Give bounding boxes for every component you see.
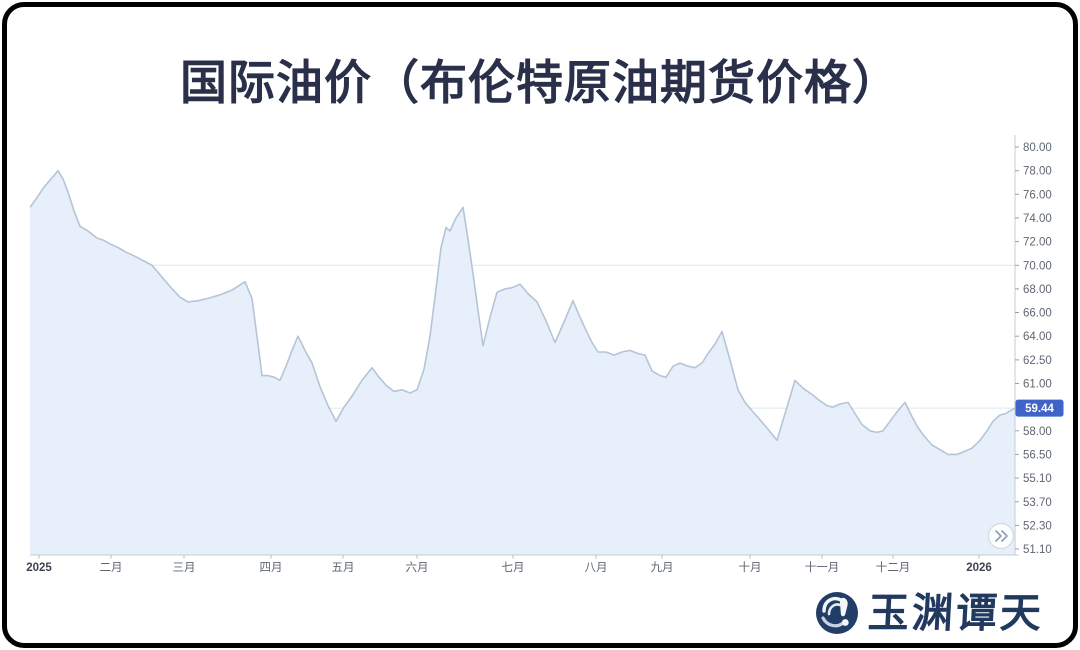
double-chevron-right-icon	[995, 530, 1008, 542]
y-tick-label: 78.00	[1023, 166, 1052, 178]
x-tick-label: 2026	[966, 562, 992, 574]
x-tick-label: 三月	[173, 562, 196, 574]
watermark: 玉渊谭天	[815, 588, 1046, 638]
y-tick-label: 52.30	[1023, 520, 1052, 532]
x-tick-label: 八月	[585, 562, 608, 574]
y-tick-label: 80.00	[1023, 142, 1052, 154]
x-tick-label: 四月	[260, 562, 283, 574]
y-tick-label: 53.70	[1023, 497, 1052, 509]
y-tick-label: 70.00	[1023, 260, 1052, 272]
y-tick-label: 62.50	[1023, 355, 1052, 367]
x-tick-label: 二月	[100, 562, 123, 574]
current-price-label: 59.44	[1025, 403, 1054, 415]
x-tick-label: 六月	[406, 561, 429, 574]
current-price-badge	[1015, 399, 1064, 417]
x-tick-label: 五月	[332, 562, 355, 574]
x-tick-label: 2025	[26, 562, 52, 574]
y-tick-label: 74.00	[1023, 213, 1052, 225]
x-tick-label: 十一月	[805, 560, 840, 574]
y-tick-label: 58.00	[1023, 426, 1052, 438]
y-tick-label: 66.00	[1023, 308, 1052, 320]
price-line	[29, 169, 1016, 456]
y-tick-label: 68.00	[1023, 284, 1052, 296]
watermark-brand-text: 玉渊谭天	[866, 589, 1046, 636]
y-tick-label: 72.00	[1023, 237, 1052, 249]
scroll-to-latest-button[interactable]	[987, 522, 1015, 550]
y-tick-label: 51.10	[1023, 544, 1052, 556]
y-tick-label: 56.50	[1023, 449, 1052, 461]
x-tick-label: 七月	[502, 561, 525, 574]
price-area-fill	[30, 170, 1015, 555]
page-title: 国际油价（布伦特原油期货价格）	[180, 56, 900, 109]
y-tick-label: 76.00	[1023, 189, 1052, 201]
yuyuan-tantian-logo-icon	[816, 592, 858, 634]
y-tick-label: 61.00	[1023, 379, 1052, 391]
x-tick-label: 九月	[651, 561, 674, 574]
x-tick-label: 十二月	[876, 560, 911, 574]
x-tick-label: 十月	[739, 560, 762, 574]
y-tick-label: 64.00	[1023, 331, 1052, 343]
y-tick-label: 55.10	[1023, 473, 1052, 485]
